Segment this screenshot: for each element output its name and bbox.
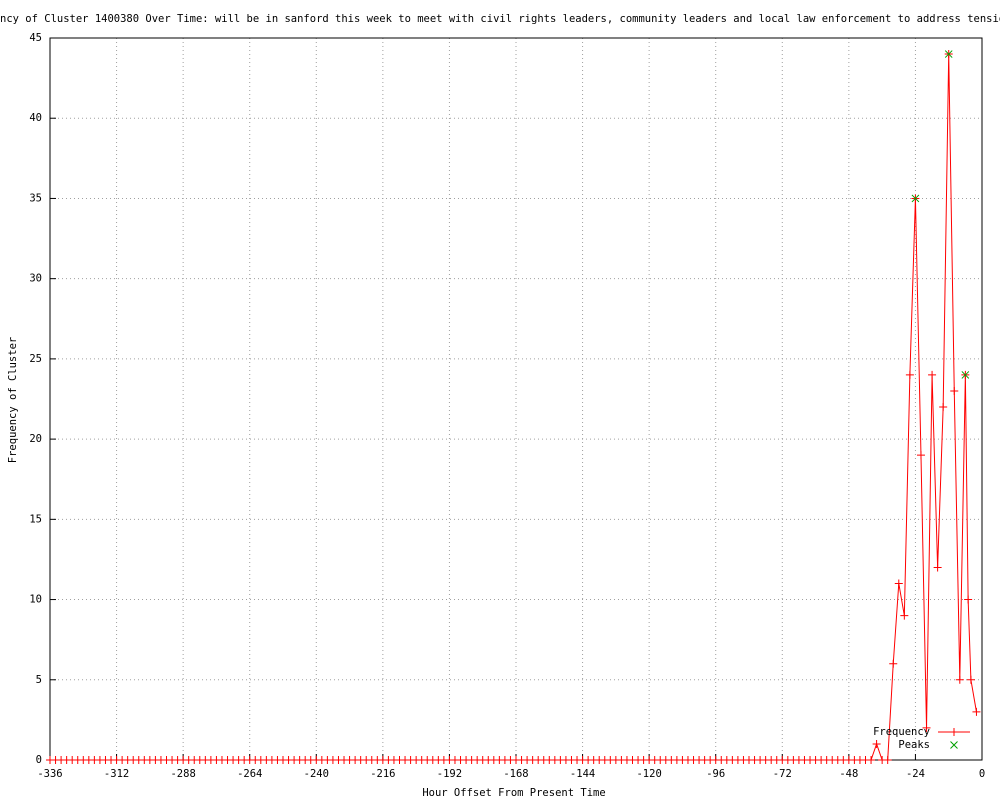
data-point bbox=[872, 739, 881, 748]
x-tick-label: -264 bbox=[237, 768, 262, 780]
x-tick-label: -216 bbox=[370, 768, 395, 780]
y-tick-label: 45 bbox=[29, 32, 42, 44]
data-point bbox=[972, 707, 981, 716]
data-point bbox=[894, 579, 903, 588]
data-point bbox=[867, 756, 876, 764]
x-tick-label: -72 bbox=[773, 768, 792, 780]
y-tick-label: 30 bbox=[29, 273, 42, 285]
x-tick-label: -312 bbox=[104, 768, 129, 780]
data-point bbox=[922, 723, 931, 732]
data-point bbox=[966, 675, 975, 684]
x-tick-label: -120 bbox=[636, 768, 661, 780]
data-point bbox=[964, 595, 973, 604]
data-point bbox=[928, 370, 937, 379]
data-point bbox=[911, 194, 920, 203]
x-tick-label: 0 bbox=[979, 768, 985, 780]
x-tick-label: -240 bbox=[304, 768, 329, 780]
y-axis-label: Frequency of Cluster bbox=[7, 337, 19, 463]
y-tick-label: 40 bbox=[29, 112, 42, 124]
y-tick-label: 20 bbox=[29, 433, 42, 445]
x-tick-label: -192 bbox=[437, 768, 462, 780]
legend-marker bbox=[950, 728, 958, 736]
x-tick-label: -96 bbox=[706, 768, 725, 780]
series-line bbox=[50, 54, 977, 761]
data-point bbox=[944, 50, 953, 58]
y-tick-label: 5 bbox=[36, 674, 42, 686]
data-point bbox=[889, 659, 898, 668]
y-tick-label: 25 bbox=[29, 353, 42, 365]
data-point bbox=[950, 386, 959, 395]
x-tick-label: -48 bbox=[839, 768, 858, 780]
data-point bbox=[933, 563, 942, 572]
x-tick-label: -336 bbox=[37, 768, 62, 780]
data-point bbox=[955, 675, 964, 684]
x-axis-label: Hour Offset From Present Time bbox=[422, 787, 605, 799]
data-point bbox=[883, 756, 892, 764]
y-tick-label: 15 bbox=[29, 513, 42, 525]
chart-title: ncy of Cluster 1400380 Over Time: will b… bbox=[0, 13, 1000, 25]
legend-label: Frequency bbox=[873, 726, 930, 738]
data-point bbox=[916, 451, 925, 460]
data-point bbox=[900, 611, 909, 620]
y-tick-label: 35 bbox=[29, 192, 42, 204]
data-point bbox=[961, 371, 970, 379]
x-tick-label: -288 bbox=[170, 768, 195, 780]
x-tick-label: -144 bbox=[570, 768, 595, 780]
legend-marker bbox=[950, 741, 958, 749]
x-tick-label: -168 bbox=[503, 768, 528, 780]
y-tick-label: 10 bbox=[29, 594, 42, 606]
data-point bbox=[939, 403, 948, 412]
data-point bbox=[905, 370, 914, 379]
y-tick-label: 0 bbox=[36, 754, 42, 766]
x-tick-label: -24 bbox=[906, 768, 925, 780]
legend-label: Peaks bbox=[898, 739, 930, 751]
